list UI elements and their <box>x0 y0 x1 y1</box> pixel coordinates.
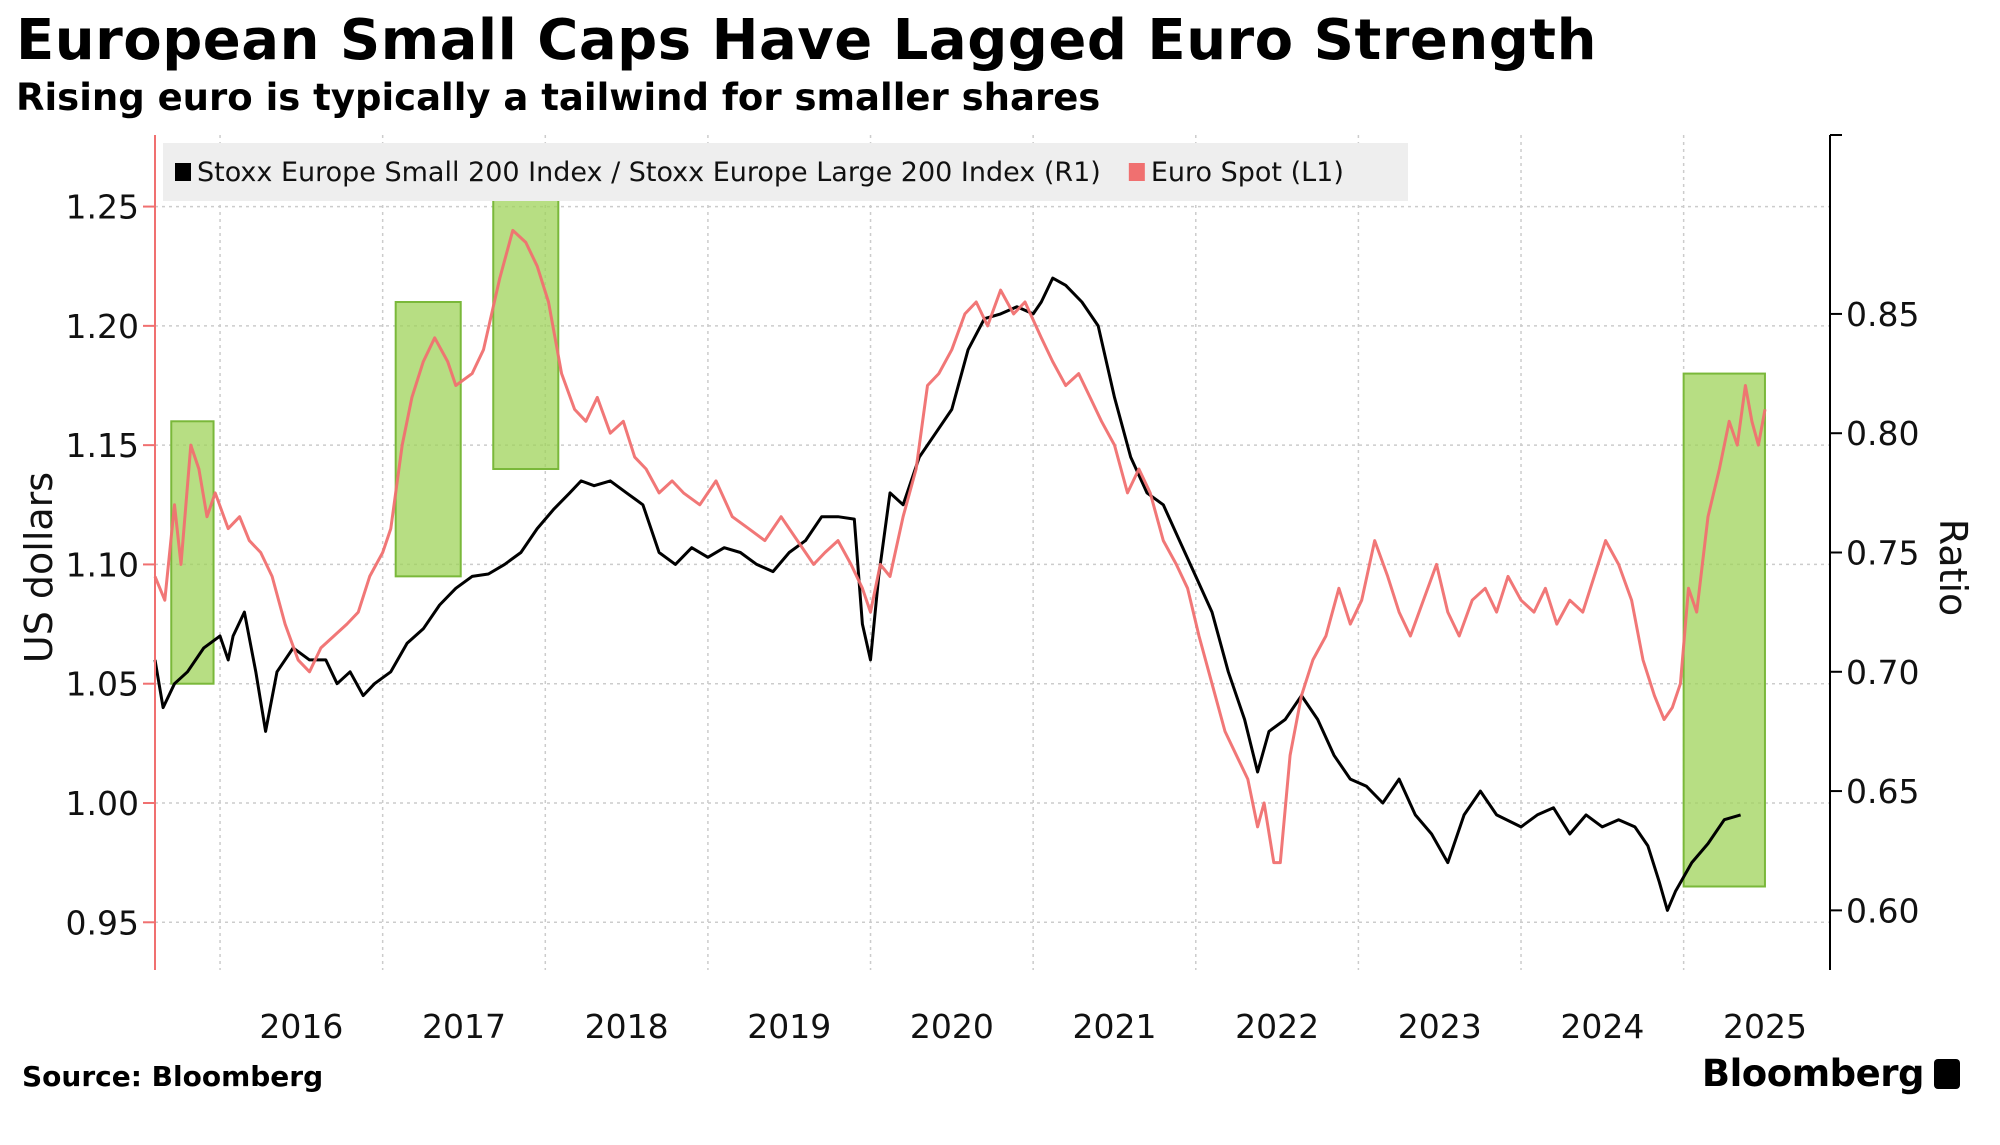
highlight-regions <box>170 193 1766 888</box>
left-axis-label: US dollars <box>17 472 61 663</box>
x-tick-label: 2025 <box>1723 1007 1807 1046</box>
legend: Stoxx Europe Small 200 Index / Stoxx Eur… <box>163 143 1408 201</box>
right-tick-label: 0.70 <box>1846 653 1919 692</box>
left-tick-label: 1.25 <box>66 188 139 227</box>
right-tick-label: 0.60 <box>1846 891 1919 930</box>
x-tick-label: 2020 <box>910 1007 994 1046</box>
bloomberg-brand: Bloomberg <box>1702 1052 1960 1095</box>
legend-label: Euro Spot (L1) <box>1151 157 1344 188</box>
left-tick-label: 1.05 <box>66 665 139 704</box>
x-tick-label: 2022 <box>1235 1007 1319 1046</box>
source-note: Source: Bloomberg <box>22 1060 324 1093</box>
x-tick-label: 2019 <box>747 1007 831 1046</box>
legend-label: Stoxx Europe Small 200 Index / Stoxx Eur… <box>197 157 1101 188</box>
right-tick-label: 0.75 <box>1846 534 1919 573</box>
axes: 1.25 1.20 1.15 1.10 1.05 1.00 0.95 0.85 0.80 0.75… <box>17 134 1975 1046</box>
right-tick-label: 0.65 <box>1846 772 1919 811</box>
left-tick-label: 1.10 <box>66 545 139 584</box>
brand-text: Bloomberg <box>1701 1052 1925 1095</box>
gridlines <box>155 135 1830 970</box>
x-tick-label: 2021 <box>1072 1007 1156 1046</box>
left-tick-label: 0.95 <box>66 903 139 942</box>
right-tick-label: 0.80 <box>1846 414 1919 453</box>
left-tick-label: 1.00 <box>66 784 139 823</box>
x-tick-label: 2016 <box>259 1007 343 1046</box>
left-tick-label: 1.20 <box>66 307 139 346</box>
series-lines <box>153 228 1767 912</box>
legend-box <box>163 143 1408 201</box>
x-tick-label: 2023 <box>1398 1007 1482 1046</box>
x-tick-label: 2024 <box>1560 1007 1644 1046</box>
highlight-box-2 <box>394 301 462 578</box>
x-tick-label: 2017 <box>422 1007 506 1046</box>
left-tick-label: 1.15 <box>66 426 139 465</box>
legend-swatch <box>175 163 191 181</box>
highlight-box-4 <box>1682 372 1766 888</box>
chart-title: European Small Caps Have Lagged Euro Str… <box>16 8 1597 73</box>
euro-spot-line <box>153 228 1767 865</box>
right-axis-label: Ratio <box>1931 519 1975 617</box>
chart-subtitle: Rising euro is typically a tailwind for … <box>16 76 1101 119</box>
small-large-ratio-line <box>153 276 1742 912</box>
x-tick-label: 2018 <box>585 1007 669 1046</box>
right-tick-label: 0.85 <box>1846 295 1919 334</box>
bloomberg-terminal-icon <box>1934 1058 1960 1089</box>
highlight-box-3 <box>492 193 560 470</box>
legend-swatch <box>1128 163 1145 181</box>
